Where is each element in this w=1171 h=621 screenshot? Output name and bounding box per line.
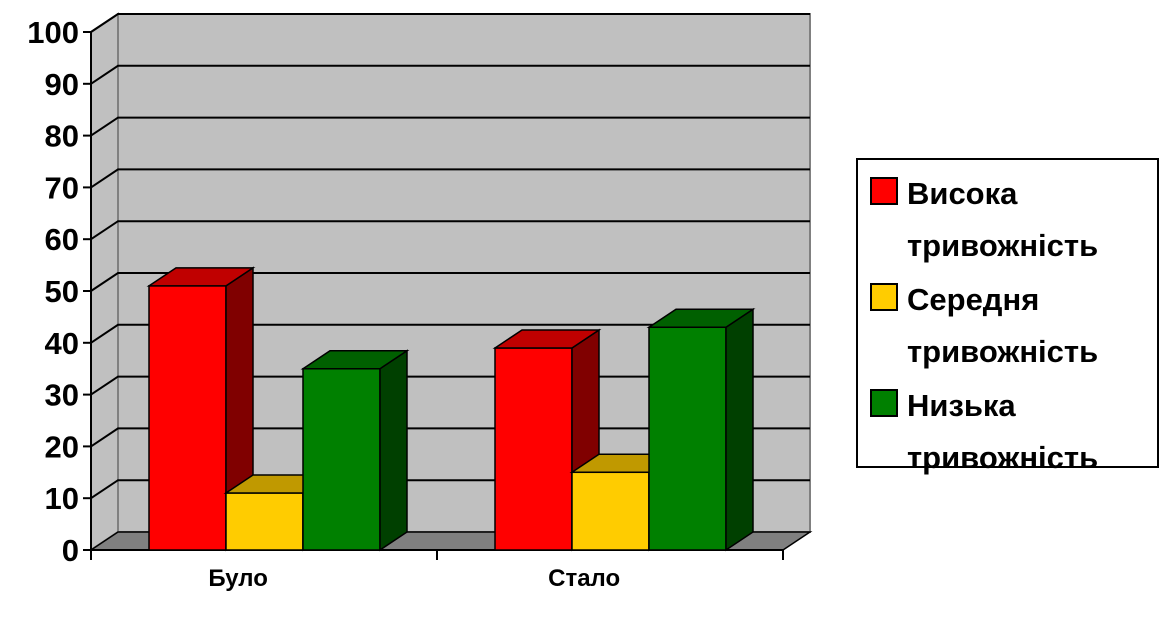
bar-top [146,267,256,287]
gridline [90,168,810,189]
legend-label: тривожність [907,334,1098,369]
bar [646,307,756,552]
bar-front [225,492,304,551]
bar-front [494,347,573,551]
x-category-label: Було [208,565,268,592]
gridline [90,116,810,137]
bar-side [725,307,754,552]
y-tick-label: 50 [45,274,79,309]
y-axis-tick-labels: 0 10 20 30 40 50 60 70 80 90 100 [27,15,79,568]
bar-top [492,329,602,349]
bar-front [571,471,650,551]
gridline [90,64,810,85]
y-tick-label: 30 [45,378,79,413]
gridline [90,13,810,33]
legend-label: Висока [907,176,1018,211]
legend-label: Середня [907,282,1039,317]
gridline [90,220,810,241]
y-tick-label: 20 [45,429,79,464]
gridline [90,272,810,292]
x-axis-category-labels: Було Стало [208,565,620,592]
legend-label: тривожність [907,228,1098,263]
legend-swatch [870,389,898,417]
y-tick-label: 40 [45,326,79,361]
bar [146,266,256,552]
bar [300,349,410,552]
bar-front [148,285,227,551]
bar-side [379,349,408,552]
bars [146,266,756,552]
bar-top [646,308,756,329]
bar-front [648,326,727,551]
bar-front [302,367,381,551]
y-tick-label: 90 [45,67,79,102]
legend-label: Низька [907,388,1016,423]
y-tick-label: 60 [45,222,79,257]
legend: Висока тривожність Середня тривожність Низьк… [856,158,1159,475]
y-tick-label: 0 [62,533,79,568]
legend-box [856,158,1159,468]
y-tick-label: 80 [45,119,79,154]
y-tick-label: 70 [45,170,79,205]
bar-top [300,349,410,370]
legend-label: тривожність [907,440,1098,475]
y-tick-label: 10 [45,481,79,516]
legend-swatch [870,177,898,205]
legend-swatch [870,283,898,311]
gridline [90,323,810,344]
x-category-label: Стало [548,565,620,592]
y-tick-label: 100 [27,15,79,50]
